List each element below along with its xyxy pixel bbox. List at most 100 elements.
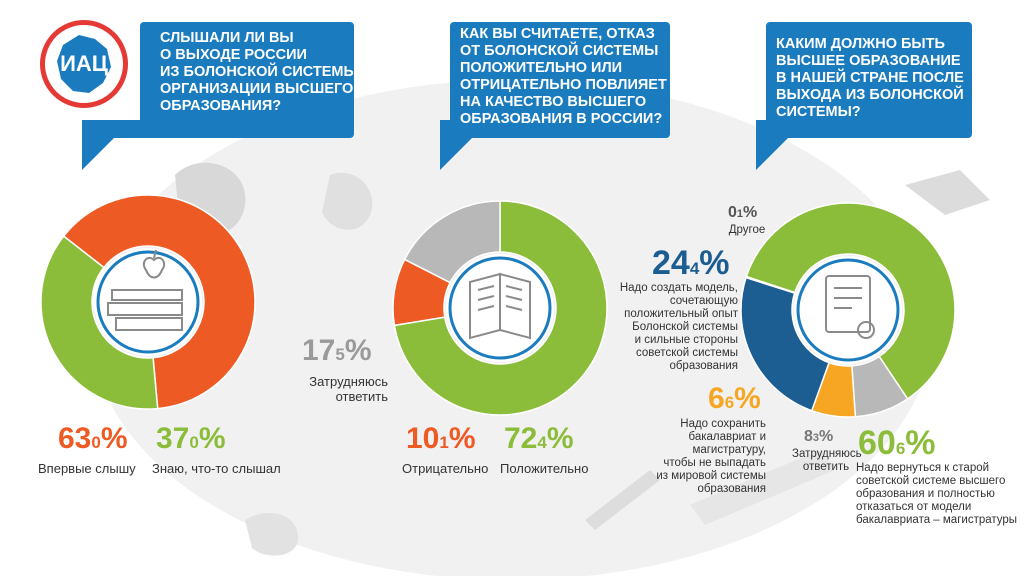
question-1-line: ОБРАЗОВАНИЯ? [160, 98, 282, 114]
label-line: магистратуру, [692, 444, 766, 456]
pct-decimal: 3 [812, 432, 820, 444]
bg-leaf-bottom [245, 512, 299, 556]
donut-hole [94, 248, 202, 356]
c1-green-pct: 370% [156, 422, 226, 456]
label-line: бакалавриата – магистратуры [856, 514, 1018, 526]
label-line: бакалавриат и [688, 431, 766, 443]
donut-slice [393, 200, 608, 416]
donut-slice [62, 194, 256, 410]
pct-decimal: 1 [736, 208, 744, 220]
question-3-line: СИСТЕМЫ? [776, 104, 861, 120]
question-2-line: ОБРАЗОВАНИЯ В РОССИИ? [460, 111, 663, 127]
c2-gray-pct: 175% [302, 334, 372, 368]
question-2-line: ПОЛОЖИТЕЛЬНО ИЛИ [460, 60, 623, 76]
donut-chart-1 [40, 194, 256, 410]
c1-orange-pct: 630% [58, 422, 128, 456]
label-line: Положительно [500, 461, 589, 476]
c3-blue-pct: 244% [652, 244, 730, 283]
pct-decimal: 0 [91, 433, 101, 452]
pct-whole: 60 [858, 424, 896, 462]
donut-slice [745, 202, 956, 400]
donut-chart-2 [392, 200, 608, 416]
question-1-line: СЛЫШАЛИ ЛИ ВЫ [160, 30, 294, 46]
question-1-line: ОРГАНИЗАЦИИ ВЫСШЕГО [160, 81, 354, 97]
pct-whole: 10 [406, 422, 440, 455]
label-line: отказаться от модели [856, 501, 972, 513]
pct-decimal: 5 [335, 345, 345, 364]
question-2-line: ОТ БОЛОНСКОЙ СИСТЕМЫ [460, 43, 659, 59]
bg-leaf-center [322, 172, 373, 230]
pct-symbol: % [905, 424, 936, 462]
c2-orange-label: Отрицательно [402, 462, 488, 475]
pct-decimal: 1 [439, 433, 449, 452]
question-1-line: ИЗ БОЛОНСКОЙ СИСТЕМЫ [160, 64, 358, 80]
question-1-line: О ВЫХОДЕ РОССИИ [160, 47, 307, 63]
pct-decimal: 0 [189, 433, 199, 452]
pct-symbol: % [546, 422, 574, 455]
pct-symbol: % [699, 244, 730, 282]
c3-gray-label: Затрудняюсь ответить [792, 448, 862, 474]
pct-whole: 37 [156, 422, 190, 455]
region-map-icon [57, 35, 111, 93]
label-line: образования [669, 360, 738, 372]
label-line: Болонской системы [632, 321, 738, 333]
pencil-icon [585, 470, 660, 530]
ruler-icon [690, 450, 835, 525]
c3-other-label: Другое [724, 224, 770, 237]
logo-text: ИАЦ [60, 51, 108, 76]
c3-green-pct: 606% [858, 424, 936, 463]
c3-gray-pct: 83% [804, 428, 833, 446]
question-2-line: ОТРИЦАТЕЛЬНО ПОВЛИЯЕТ [460, 77, 667, 93]
pct-decimal: 6 [895, 439, 906, 458]
question-3-tail-base [756, 120, 776, 138]
pct-symbol: % [198, 422, 226, 455]
pct-whole: 24 [652, 244, 690, 282]
question-3-line: КАКИМ ДОЛЖНО БЫТЬ [776, 36, 945, 52]
pct-whole: 17 [302, 334, 336, 367]
pct-whole: 8 [804, 428, 813, 445]
question-3-line: ВЫХОДА ИЗ БОЛОНСКОЙ [776, 87, 964, 103]
graduation-cap-icon [905, 170, 990, 215]
label-line: Другое [728, 224, 766, 236]
question-1-box: СЛЫШАЛИ ЛИ ВЫ О ВЫХОДЕ РОССИИ ИЗ БОЛОНСК… [140, 22, 358, 138]
c3-yellow-pct: 66% [708, 382, 761, 416]
label-line: и сильные стороны [634, 334, 738, 346]
c3-other-pct: 01% [728, 204, 757, 222]
question-3-line: ВЫСШЕЕ ОБРАЗОВАНИЕ [776, 53, 961, 69]
pct-whole: 0 [728, 204, 737, 221]
donut-chart-3 [740, 202, 956, 418]
pct-decimal: 4 [537, 433, 547, 452]
pct-symbol: % [100, 422, 128, 455]
donut-inner-ring [796, 258, 900, 362]
question-1-tail [82, 136, 116, 170]
label-line: образования [697, 483, 766, 495]
pct-decimal: 4 [689, 259, 700, 278]
label-line: советской системы [636, 347, 738, 359]
pct-symbol: % [734, 382, 761, 415]
label-line: сочетающую [669, 295, 738, 307]
question-3-box: КАКИМ ДОЛЖНО БЫТЬ ВЫСШЕЕ ОБРАЗОВАНИЕ В Н… [766, 22, 972, 138]
question-2-line: КАК ВЫ СЧИТАЕТЕ, ОТКАЗ [460, 26, 655, 42]
donut-slice [740, 276, 830, 412]
pct-symbol: % [448, 422, 476, 455]
donut-hole [794, 256, 902, 364]
donut-inner-ring [448, 256, 552, 360]
pct-whole: 63 [58, 422, 92, 455]
label-line: положительный опыт [624, 308, 738, 320]
c3-blue-label: Надо создать модель, сочетающую положите… [618, 282, 738, 373]
label-line: чтобы не выпадать [663, 457, 766, 469]
label-line: Отрицательно [402, 461, 489, 476]
pct-whole: 72 [504, 422, 538, 455]
question-2-box: КАК ВЫ СЧИТАЕТЕ, ОТКАЗ ОТ БОЛОНСКОЙ СИСТ… [450, 22, 670, 138]
label-line: Надо сохранить [680, 418, 766, 430]
label-line: Затрудняюсь [792, 448, 862, 460]
donut-inner-ring [96, 250, 200, 354]
c2-gray-label: Затрудняюсь ответить [300, 374, 388, 404]
label-line: Затрудняюсь [309, 374, 388, 389]
label-line: ответить [335, 389, 388, 404]
c3-yellow-label: Надо сохранить бакалавриат и магистратур… [648, 418, 766, 496]
question-2-tail-base [440, 120, 460, 138]
label-line: Надо вернуться к старой [856, 462, 990, 474]
question-1-tail-base [82, 120, 146, 138]
